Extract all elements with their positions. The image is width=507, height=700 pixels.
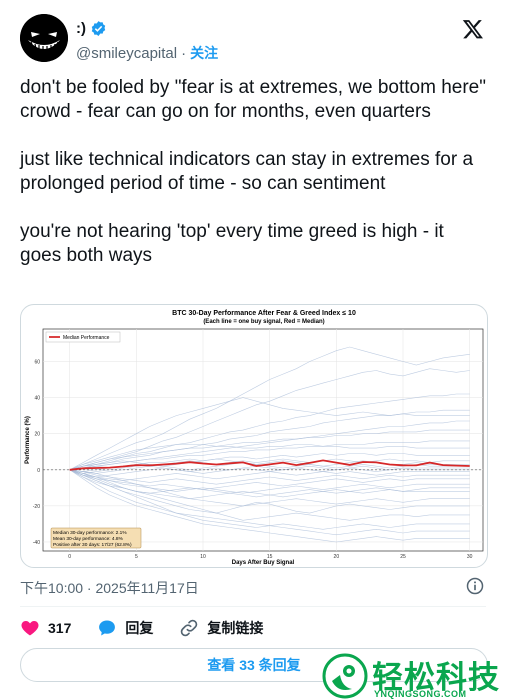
y-tick-label: 0 [37,468,40,474]
x-tick-label: 30 [467,554,473,560]
author-name-line: :) [76,20,107,37]
y-tick-label: -40 [33,540,40,546]
buy-signal-line [69,469,470,521]
y-tick-label: 20 [34,432,40,438]
follow-button[interactable]: 关注 [190,45,219,61]
median-line [69,459,470,471]
x-tick-label: 5 [135,554,138,560]
action-bar: 317 回复 复制链接 [20,616,289,640]
buy-signal-line [69,469,470,500]
verified-badge-icon [91,21,106,36]
copy-link-label: 复制链接 [207,620,264,636]
heart-icon [21,621,39,636]
link-icon [181,619,198,637]
buy-signal-line [69,393,470,471]
y-axis-ticks: -40 -20 0 20 40 60 [33,359,40,545]
tweet-text: don't be fooled by "fear is at extremes,… [20,76,490,292]
legend-entry: Median Performance [63,335,110,341]
buy-signal-line [69,429,470,471]
tweet-paragraph: just like technical indicators can stay … [20,149,474,194]
info-icon[interactable] [465,576,485,596]
reply-button[interactable]: 回复 [97,618,153,638]
reply-label: 回复 [125,620,154,636]
buy-signal-line [69,469,470,494]
watermark: 轻松科技 YNQINGSONG.COM [322,652,507,700]
reply-bubble-icon [99,620,116,636]
legend: Median Performance [45,331,121,343]
x-tick-label: 0 [68,554,71,560]
x-tick-label: 20 [334,554,340,560]
y-tick-label: 40 [34,396,40,402]
stats-box: Median 30-day performance: 2.1% Mean 30-… [50,527,142,549]
x-tick-label: 25 [400,554,406,560]
stats-line: Median 30-day performance: 2.1% [53,530,127,536]
display-name[interactable]: :) [76,20,86,37]
stats-line: Mean 30-day performance: 4.8% [53,536,124,542]
x-logo-icon[interactable] [462,18,484,40]
copy-link-button[interactable]: 复制链接 [179,618,263,638]
avatar[interactable] [20,14,68,62]
x-axis-ticks: 0 5 10 15 20 25 30 [68,554,472,560]
buy-signal-line [69,346,470,471]
buy-signal-line [69,469,470,536]
plot-area [42,328,484,552]
divider [20,606,486,607]
view-replies-label: 查看 33 条回复 [207,657,301,673]
buy-signal-line [69,469,470,485]
view-replies-button[interactable]: 查看 33 条回复 [20,648,488,682]
buy-signal-line [69,469,470,543]
watermark-url: YNQINGSONG.COM [374,689,467,699]
legend-box [45,331,121,343]
buy-signal-line [69,397,470,471]
stats-box-bg [50,527,142,549]
x-tick-label: 10 [200,554,206,560]
watermark-logo-icon [322,653,368,699]
tweet-timestamp[interactable]: 下午10:00 · 2025年11月17日 [20,580,199,596]
like-button[interactable]: 317 [20,618,71,638]
buy-signal-lines [69,346,470,543]
x-tick-label: 15 [267,554,273,560]
like-count: 317 [48,620,72,636]
buy-signal-line [69,368,470,471]
tweet-media-chart[interactable]: BTC 30-Day Performance After Fear & Gree… [20,304,488,568]
chart-subtitle: (Each line = one buy signal, Red = Media… [203,319,324,325]
smiley-face-icon [20,14,68,62]
buy-signal-line [69,440,470,471]
x-axis-label: Days After Buy Signal [232,560,295,566]
chart-title: BTC 30-Day Performance After Fear & Gree… [172,310,356,317]
handle-line: @smileycapital · 关注 [76,43,218,63]
watermark-text: 轻松科技 [372,660,500,695]
y-tick-label: -20 [33,504,40,510]
buy-signal-line [69,469,470,514]
handle[interactable]: @smileycapital [76,44,178,62]
y-tick-label: 60 [34,359,40,365]
buy-signal-line [69,444,470,471]
y-axis-label: Performance (%) [25,416,31,464]
buy-signal-line [69,469,470,481]
chart-svg: BTC 30-Day Performance After Fear & Gree… [25,310,484,566]
separator: · [181,44,187,62]
tweet-paragraph: you're not hearing 'top' every time gree… [20,221,444,266]
tweet-header: :) @smileycapital · 关注 [20,14,490,64]
stats-line: Positive after 30 days: 17/27 (62.8%) [53,542,132,548]
tweet-paragraph: don't be fooled by "fear is at extremes,… [20,77,486,122]
